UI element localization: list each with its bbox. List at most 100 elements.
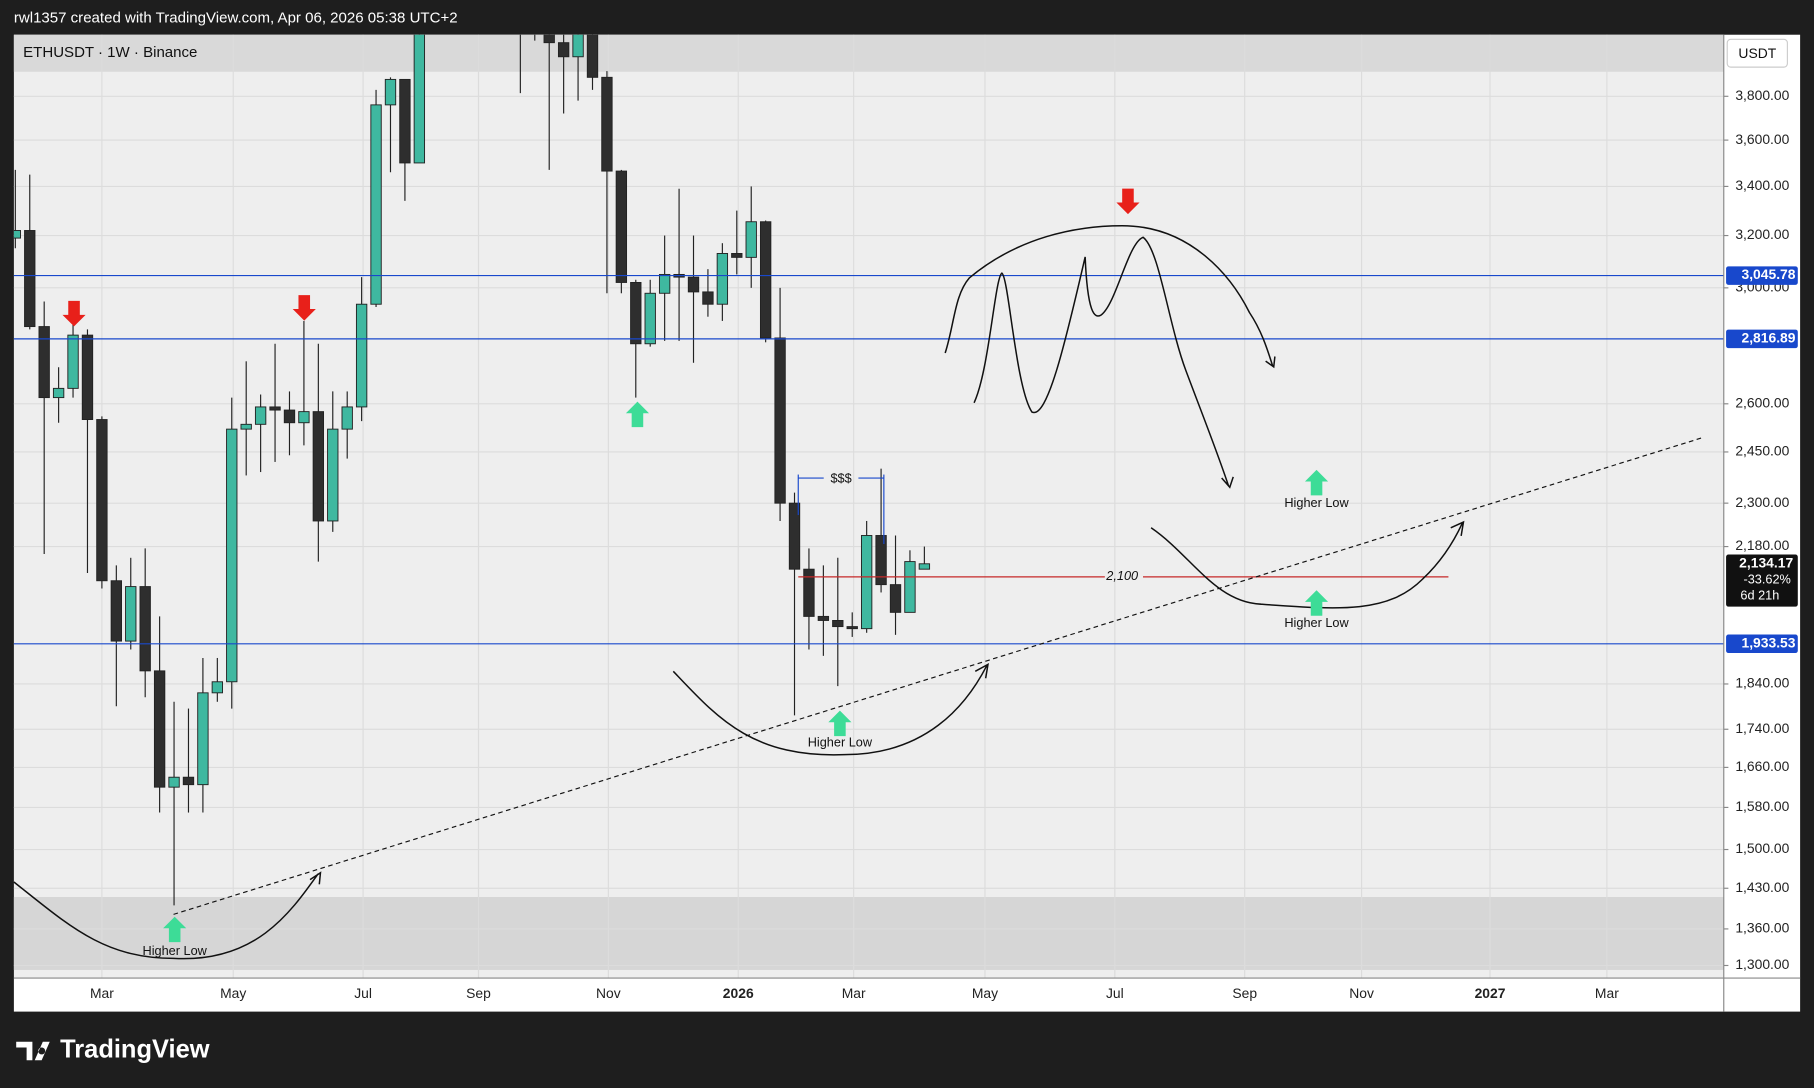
candle-body xyxy=(615,170,628,283)
candle-body xyxy=(269,406,281,411)
y-tick-label: 1,360.00 xyxy=(1735,920,1789,936)
candle-body xyxy=(731,253,743,258)
candle-body xyxy=(52,387,65,399)
x-tick-label: 2026 xyxy=(723,985,754,1001)
curve xyxy=(672,662,989,756)
candle-body xyxy=(125,586,137,642)
currency[interactable]: USDT xyxy=(1738,45,1776,61)
x-tick-label: Jul xyxy=(354,985,372,1001)
candle-body xyxy=(24,230,36,328)
sell-arrow xyxy=(292,295,316,321)
countdown-label: 6d 21h xyxy=(1740,588,1779,603)
annotation: Higher Low xyxy=(1284,615,1349,630)
x-tick-label: Jul xyxy=(1106,985,1124,1001)
price-line-label: 3,045.78 xyxy=(1741,266,1795,282)
annotation: Higher Low xyxy=(1284,495,1349,510)
price-axis xyxy=(1723,34,1801,979)
zone-top xyxy=(13,34,1724,72)
candle-body xyxy=(38,326,50,399)
y-tick-label: 3,800.00 xyxy=(1735,87,1789,103)
higher-low-arrow xyxy=(163,916,187,943)
candle-body xyxy=(774,337,786,504)
candle-body xyxy=(110,580,122,642)
candle-body xyxy=(197,692,209,786)
candle-body xyxy=(860,535,873,630)
y-tick-label: 1,660.00 xyxy=(1735,758,1789,774)
y-tick-label: 2,300.00 xyxy=(1735,494,1789,510)
annotation: Higher Low xyxy=(808,734,873,749)
candle-body xyxy=(904,561,916,613)
candle-body xyxy=(81,334,94,421)
higher-low-arrow xyxy=(1304,590,1329,616)
y-tick-label: 1,300.00 xyxy=(1735,956,1789,972)
logo-text: TradingView xyxy=(60,1036,210,1064)
candle-body xyxy=(384,78,397,106)
candle-body xyxy=(759,221,772,339)
change-label: -33.62% xyxy=(1743,571,1790,586)
y-tick-label: 2,600.00 xyxy=(1735,394,1789,410)
x-tick-label: Nov xyxy=(596,985,621,1001)
y-tick-label: 1,500.00 xyxy=(1735,840,1789,856)
level-label: 2,100 xyxy=(1105,568,1138,583)
annotation: Higher Low xyxy=(143,943,208,958)
price-line-label-box xyxy=(1726,329,1798,349)
candle-body xyxy=(586,34,599,78)
zone-bottom xyxy=(13,897,1724,970)
price-line-label-box xyxy=(1726,266,1798,285)
y-tick-label: 1,840.00 xyxy=(1735,675,1789,691)
candle-body xyxy=(875,535,887,586)
candle-body xyxy=(341,406,353,430)
y-tick-label: 1,430.00 xyxy=(1735,879,1789,895)
candle-body xyxy=(745,221,757,258)
candle-body xyxy=(139,586,151,672)
logo: TradingView xyxy=(16,1036,210,1064)
y-tick-label: 2,450.00 xyxy=(1735,443,1789,459)
annotation: $$$ xyxy=(830,471,851,486)
candle-body xyxy=(543,34,555,44)
drawings xyxy=(13,224,1704,960)
candle-body xyxy=(67,334,79,389)
x-tick-label: May xyxy=(972,985,998,1001)
x-tick-label: Nov xyxy=(1349,985,1374,1001)
x-tick-label: Mar xyxy=(842,985,866,1001)
price-line-label-box xyxy=(1726,634,1798,654)
candle-body xyxy=(226,428,238,683)
candle-body xyxy=(153,670,166,788)
candle-body xyxy=(918,563,931,570)
currency-box[interactable] xyxy=(1726,38,1788,68)
candle-body xyxy=(687,276,700,293)
candle-body xyxy=(557,42,570,58)
candle-body xyxy=(370,104,382,305)
candle-body xyxy=(601,76,613,172)
x-tick-label: Sep xyxy=(466,985,491,1001)
candle-body xyxy=(702,291,714,305)
curve xyxy=(13,871,322,960)
candle-body xyxy=(716,253,729,305)
y-tick-label: 3,400.00 xyxy=(1735,177,1789,193)
candle-body xyxy=(298,411,310,424)
candle-body xyxy=(630,282,642,345)
last-price-label: 2,134.17 xyxy=(1739,554,1793,570)
y-tick-label: 1,580.00 xyxy=(1735,798,1789,814)
last-price-box xyxy=(1726,554,1798,607)
candle-body xyxy=(283,409,296,424)
candle-body xyxy=(168,776,180,788)
y-tick-label: 3,200.00 xyxy=(1735,226,1789,242)
symbol: ETHUSDT · 1W · Binance xyxy=(23,44,197,61)
candle-body xyxy=(817,615,830,621)
candle-body xyxy=(644,292,656,345)
price-line-label: 2,816.89 xyxy=(1741,330,1795,346)
y-tick-label: 3,600.00 xyxy=(1735,131,1789,147)
candle-body xyxy=(846,626,858,630)
candle-body xyxy=(658,273,671,294)
curve xyxy=(973,236,1234,489)
sell-arrow xyxy=(62,300,86,327)
candle-body xyxy=(240,423,252,430)
header-title: rwl1357 created with TradingView.com, Ap… xyxy=(14,9,458,26)
higher-low-arrow xyxy=(1304,469,1329,496)
x-tick-label: Mar xyxy=(90,985,114,1001)
candle-body xyxy=(889,584,902,613)
candle-body xyxy=(327,428,339,522)
y-tick-label: 1,740.00 xyxy=(1735,720,1789,736)
